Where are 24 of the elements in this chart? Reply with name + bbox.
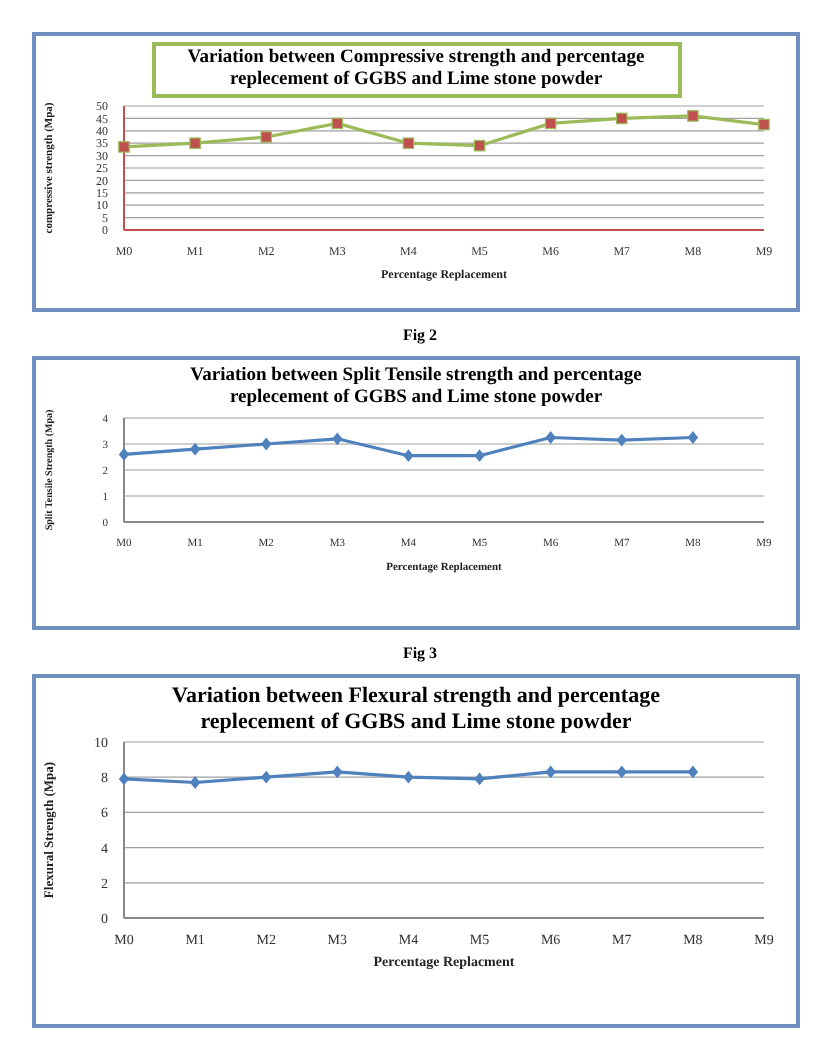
point: [402, 137, 415, 149]
point: [331, 117, 344, 129]
point: [687, 430, 699, 444]
point: [615, 112, 628, 124]
caption: Fig 3: [400, 644, 440, 662]
point: [616, 433, 627, 447]
point: [189, 137, 201, 149]
point: [473, 139, 486, 152]
caption: Fig 2: [400, 326, 440, 344]
point: [261, 437, 272, 451]
point: [545, 430, 556, 444]
point: [118, 447, 130, 461]
point: [758, 118, 770, 131]
chart-title: Variation between Flexural strength and percentage replecement of GGBS and Lime stone powder: [170, 684, 662, 735]
point: [403, 448, 414, 462]
chart-title: Variation between Split Tensile strength and percentage replecement of GGBS and Lime stone powder: [188, 366, 644, 410]
point: [118, 140, 130, 153]
point: [474, 448, 485, 462]
point: [260, 130, 273, 143]
point: [189, 442, 201, 456]
point: [332, 432, 343, 445]
chart-title: Variation between Compressive strength and percentage replecement of GGBS and Lime stone powder: [151, 42, 681, 98]
point: [687, 109, 699, 122]
point: [544, 117, 557, 129]
